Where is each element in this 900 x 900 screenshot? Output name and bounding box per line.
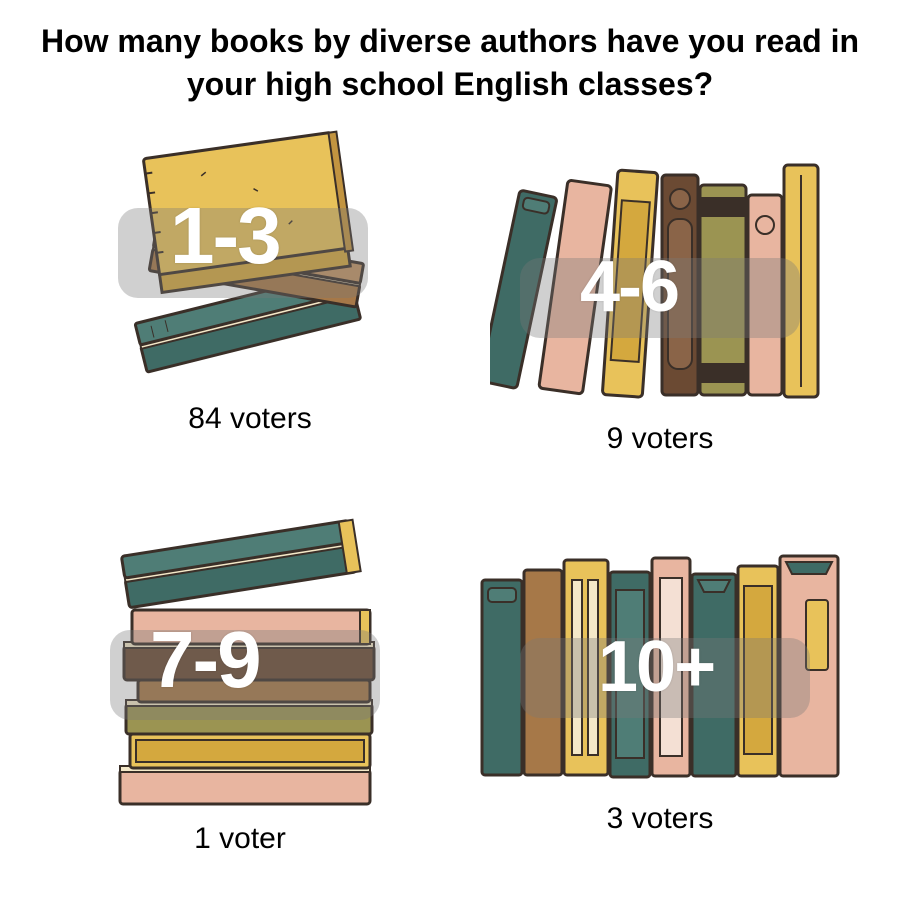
books-illustration-10plus: 10+ (470, 530, 850, 790)
books-illustration-4-6: 4-6 (490, 150, 830, 410)
books-illustration-1-3: 1-3 (100, 130, 400, 390)
caption-1-3: 84 voters (188, 402, 311, 436)
option-10plus: 10+ 3 voters (460, 530, 860, 836)
caption-4-6: 9 voters (607, 422, 714, 456)
range-label-7-9: 7-9 (150, 614, 260, 706)
books-illustration-7-9: 7-9 (80, 510, 400, 810)
options-grid: 1-3 84 voters (0, 110, 900, 890)
range-label-4-6: 4-6 (580, 246, 678, 328)
option-1-3: 1-3 84 voters (70, 130, 430, 436)
range-label-1-3: 1-3 (170, 190, 280, 282)
option-7-9: 7-9 1 voter (50, 510, 430, 856)
caption-10plus: 3 voters (607, 802, 714, 836)
option-4-6: 4-6 9 voters (470, 150, 850, 456)
caption-7-9: 1 voter (194, 822, 286, 856)
poll-title: How many books by diverse authors have y… (0, 0, 900, 116)
range-label-10plus: 10+ (598, 626, 714, 708)
